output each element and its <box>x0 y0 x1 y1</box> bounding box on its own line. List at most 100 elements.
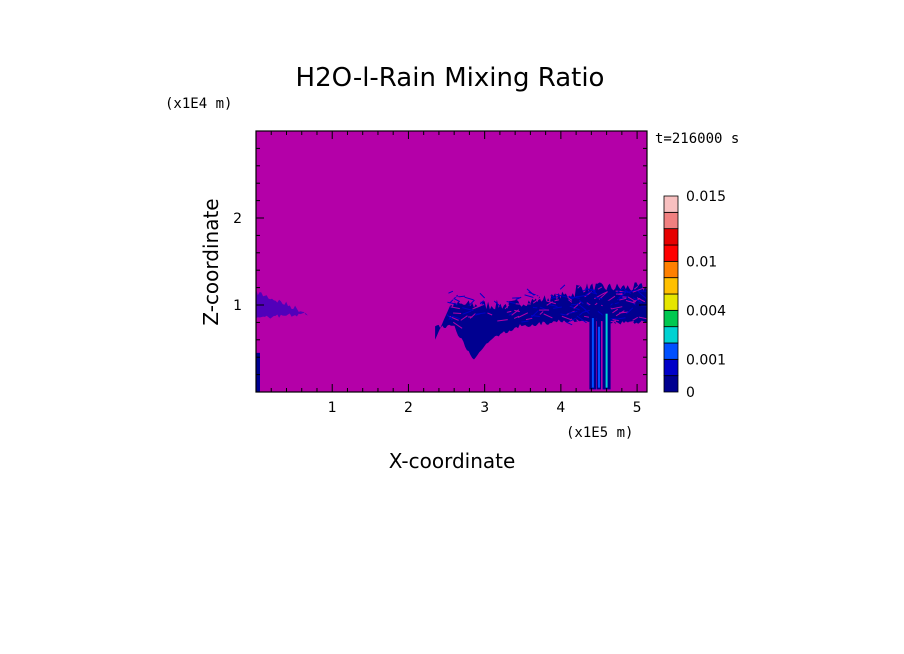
plot-area: 1 2 3 4 5 1 2 <box>233 130 648 416</box>
colorbar-cell <box>663 326 679 344</box>
rain-texture <box>511 309 520 316</box>
rain-shaft-core <box>597 326 600 388</box>
rain-texture <box>594 296 603 300</box>
rain-texture <box>556 293 567 298</box>
rain-texture <box>493 300 501 307</box>
rain-texture <box>453 295 461 299</box>
x-tick-label: 3 <box>480 400 489 416</box>
colorbar-label: 0.015 <box>686 189 726 205</box>
rain-texture <box>625 307 634 315</box>
x-tick-label: 2 <box>404 400 413 416</box>
rain-region-main <box>435 282 647 360</box>
x-tick-label: 4 <box>556 400 565 416</box>
rain-texture <box>569 317 577 322</box>
rain-texture <box>576 315 587 324</box>
rain-texture <box>532 297 541 304</box>
rain-texture <box>462 307 474 312</box>
rain-texture <box>559 284 566 290</box>
rain-texture <box>487 312 493 316</box>
rain-texture <box>472 305 480 310</box>
rain-texture <box>479 292 486 299</box>
colorbar-cell <box>663 260 679 279</box>
colorbar-cell <box>663 277 679 295</box>
rain-texture <box>619 297 627 301</box>
rain-shaft-core <box>605 313 608 388</box>
rain-texture <box>497 293 505 300</box>
x-unit-label: (x1E5 m) <box>566 425 633 441</box>
rain-texture <box>560 313 568 316</box>
rain-texture <box>612 308 619 314</box>
rain-texture <box>632 297 641 303</box>
rain-region-left-wall <box>256 352 260 392</box>
rain-texture <box>632 297 643 304</box>
rain-texture <box>460 315 468 321</box>
plot-frame <box>255 130 648 393</box>
colorbar-cell <box>663 195 679 213</box>
time-label: t=216000 s <box>655 131 739 147</box>
rain-texture <box>577 302 587 311</box>
rain-texture <box>475 292 484 298</box>
rain-texture <box>627 296 637 303</box>
colorbar-label: 0.001 <box>686 352 726 368</box>
rain-texture <box>513 315 520 319</box>
rain-texture <box>474 312 486 315</box>
rain-texture <box>550 295 562 300</box>
y-tick-label: 2 <box>233 211 242 227</box>
rain-texture <box>506 301 516 304</box>
x-axis-label: X-coordinate <box>389 449 516 473</box>
rain-texture <box>634 285 639 290</box>
rain-texture <box>521 320 529 323</box>
colorbar-cell <box>663 309 679 328</box>
rain-texture <box>447 301 458 305</box>
rain-texture <box>613 320 624 328</box>
rain-texture <box>567 295 578 301</box>
rain-texture <box>568 299 573 303</box>
rain-texture <box>585 292 590 296</box>
x-tick-label: 5 <box>633 400 642 416</box>
rain-texture <box>548 304 558 307</box>
rain-texture <box>578 300 584 305</box>
rain-texture <box>578 312 583 316</box>
rain-field <box>256 282 647 392</box>
colorbar-label: 0.004 <box>686 303 726 319</box>
rain-texture <box>452 321 463 329</box>
rain-texture <box>506 310 512 313</box>
rain-texture <box>625 300 636 304</box>
rain-texture <box>617 293 624 296</box>
rain-texture <box>561 315 573 321</box>
colorbar-cell <box>663 244 679 262</box>
colorbar-cell <box>663 375 679 393</box>
rain-texture <box>626 289 637 294</box>
rain-texture <box>546 301 553 306</box>
rain-texture <box>525 317 533 321</box>
rain-texture <box>567 296 573 301</box>
rain-region-left <box>256 289 310 319</box>
x-tick-label: 1 <box>328 400 337 416</box>
rain-texture <box>515 296 522 301</box>
colorbar-cell <box>663 358 679 377</box>
rain-texture <box>620 290 628 294</box>
rain-texture <box>510 291 521 300</box>
rain-texture <box>568 310 578 315</box>
rain-texture <box>566 321 573 326</box>
rain-texture <box>517 312 529 318</box>
rain-texture <box>450 306 460 310</box>
colorbar: 0 0.001 0.004 0.01 0.015 <box>663 189 726 401</box>
rain-texture <box>532 292 542 297</box>
rain-texture <box>638 316 647 320</box>
rain-texture <box>448 290 454 294</box>
rain-texture <box>591 289 597 295</box>
rain-texture <box>628 321 634 323</box>
rain-texture <box>617 317 626 320</box>
rain-texture <box>614 302 619 305</box>
colorbar-cell <box>663 293 679 311</box>
y-unit-label: (x1E4 m) <box>165 96 232 112</box>
rain-texture <box>615 310 625 317</box>
rain-texture <box>444 287 451 290</box>
colorbar-label: 0 <box>686 385 695 401</box>
rain-texture <box>530 310 539 319</box>
rain-texture <box>539 311 544 315</box>
rain-texture <box>632 316 639 321</box>
rain-texture <box>543 313 553 319</box>
chart-title: H2O-l-Rain Mixing Ratio <box>296 63 605 93</box>
